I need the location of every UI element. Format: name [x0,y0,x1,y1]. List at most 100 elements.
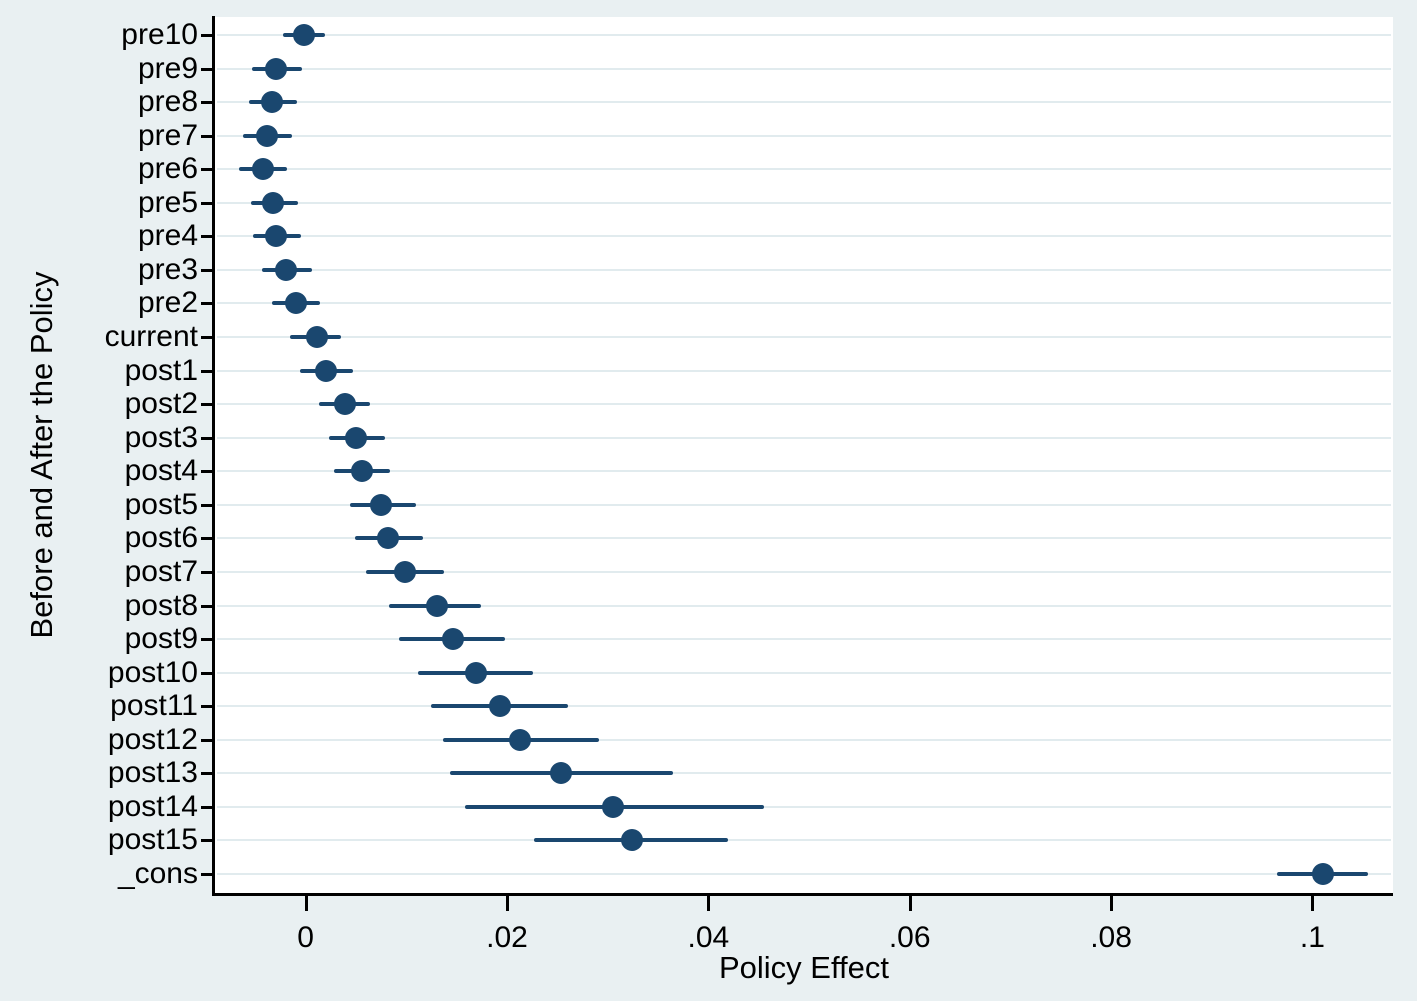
point-estimate-post8 [425,594,448,617]
x-tick-label-.1: .1 [1299,921,1325,954]
y-tick-pre7 [201,134,213,138]
gridline-post4 [217,470,1391,473]
point-estimate-post15 [620,829,643,852]
y-tick-label-post10: post10 [107,655,198,689]
y-tick-post9 [201,638,213,642]
gridline-current [217,336,1391,339]
y-tick-post3 [201,436,213,440]
point-estimate-current [305,326,328,349]
y-tick-post2 [201,403,213,407]
y-tick-post11 [201,705,213,709]
y-tick-label-post4: post4 [124,454,198,488]
y-tick-label-post7: post7 [124,554,198,588]
x-tick-label-.04: .04 [687,921,730,954]
point-estimate-pre4 [265,225,288,248]
x-tick-.04 [707,896,711,911]
gridline-pre5 [217,201,1391,204]
gridline-post7 [217,570,1391,573]
point-estimate-post11 [488,695,511,718]
point-estimate-post6 [377,527,400,550]
point-estimate-post1 [314,359,337,382]
plot-area [215,17,1393,893]
y-tick-post6 [201,537,213,541]
y-tick-post7 [201,570,213,574]
gridline-post3 [217,436,1391,439]
point-estimate-pre6 [252,158,275,181]
point-estimate-post3 [344,426,367,449]
x-tick-label-.08: .08 [1090,921,1132,954]
y-tick-label-pre6: pre6 [137,152,198,186]
y-tick-post14 [201,805,213,809]
y-tick-current [201,336,213,340]
y-tick-post4 [201,470,213,474]
gridline-post8 [217,604,1391,607]
y-tick-label-pre3: pre3 [137,252,198,286]
y-tick-post1 [201,369,213,373]
y-tick-label-post14: post14 [107,789,198,823]
x-tick-.06 [908,896,912,911]
x-axis-line [212,893,1393,896]
y-tick-pre9 [201,67,213,71]
y-tick-label-post9: post9 [124,622,198,656]
y-tick-pre4 [201,235,213,239]
point-estimate-pre3 [275,258,298,281]
point-estimate-pre8 [261,91,284,114]
gridline-post9 [217,638,1391,641]
y-tick-label-current: current [104,320,198,354]
x-tick-label-.06: .06 [888,921,931,954]
y-tick-pre10 [201,34,213,37]
y-tick-label-pre10: pre10 [121,18,198,51]
gridline-post12 [217,738,1391,741]
y-tick-post5 [201,503,213,507]
y-tick-pre6 [201,168,213,172]
gridline-post10 [217,671,1391,674]
y-tick-label-post6: post6 [124,521,198,555]
point-estimate-post2 [333,393,356,416]
y-tick-pre5 [201,201,213,205]
y-tick-post15 [201,839,213,843]
y-tick-label-pre7: pre7 [137,118,198,152]
point-estimate-pre2 [284,292,307,315]
point-estimate-post5 [370,493,393,516]
x-tick-.1 [1311,896,1315,911]
gridline-post11 [217,705,1391,708]
y-tick-pre3 [201,268,213,272]
gridline-pre4 [217,235,1391,238]
y-tick-label-post15: post15 [107,823,198,857]
point-estimate-post13 [550,762,573,785]
point-estimate-_cons [1311,863,1334,885]
y-tick-post12 [201,738,213,742]
y-axis-line [212,16,215,896]
y-tick-label-post11: post11 [110,689,198,723]
x-tick-label-0: 0 [297,921,314,954]
gridline-post6 [217,537,1391,540]
y-tick-label-pre4: pre4 [137,219,198,253]
point-estimate-post12 [509,728,532,751]
gridline-pre10 [217,34,1391,36]
x-tick-label-.02: .02 [486,921,528,954]
y-tick-label-post2: post2 [124,387,198,421]
y-tick-pre8 [201,101,213,105]
y-tick-label-pre9: pre9 [137,51,198,85]
y-tick-label-pre8: pre8 [137,85,198,119]
gridline-pre7 [217,134,1391,137]
gridline-post2 [217,403,1391,406]
y-tick-label-post12: post12 [107,722,198,756]
gridline-pre8 [217,101,1391,104]
x-tick-0 [304,896,308,911]
gridline-pre2 [217,302,1391,305]
gridline-post13 [217,772,1391,775]
point-estimate-pre10 [292,24,315,46]
y-tick-label-pre2: pre2 [137,286,198,320]
x-axis-title: Policy Effect [718,950,889,985]
y-tick-label-post13: post13 [107,756,198,790]
gridline-post5 [217,503,1391,506]
y-tick-label-post5: post5 [124,487,198,521]
x-tick-.08 [1110,896,1114,911]
point-estimate-post10 [464,661,487,684]
point-estimate-pre5 [262,191,285,214]
y-tick-pre2 [201,302,213,306]
point-estimate-post14 [601,795,624,818]
gridline-post1 [217,369,1391,372]
